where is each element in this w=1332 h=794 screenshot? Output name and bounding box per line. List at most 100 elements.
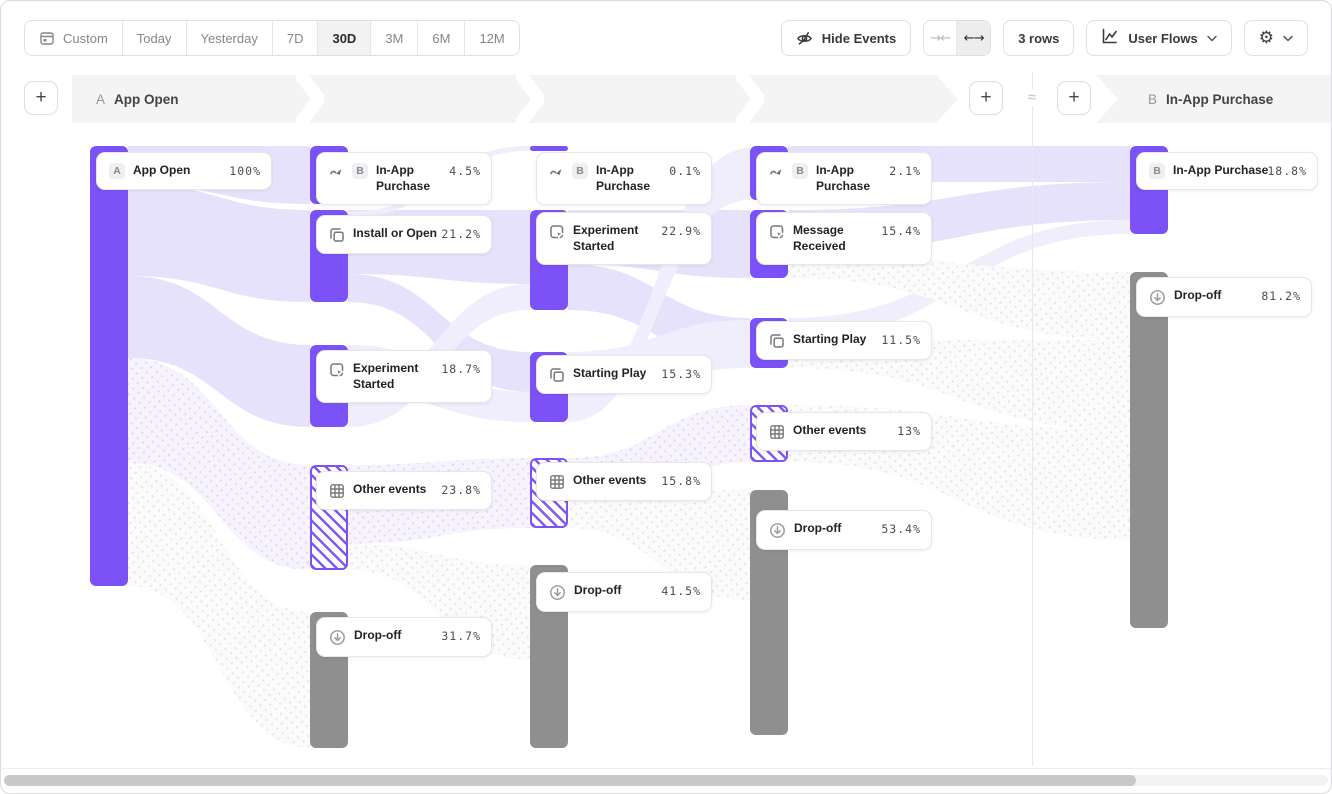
event-label: Experiment Started	[573, 223, 639, 253]
date-range-custom[interactable]: Custom	[25, 21, 123, 55]
date-range-yesterday[interactable]: Yesterday	[186, 21, 273, 55]
date-range-30d[interactable]: 30D	[318, 21, 372, 55]
event-value: 81.2%	[1261, 289, 1301, 303]
add-step-button-start[interactable]: +	[24, 81, 58, 115]
event-label: Starting Play	[793, 332, 867, 346]
calendar-icon	[39, 30, 55, 46]
flow-card-starting-play[interactable]: Starting Play 15.3%	[536, 355, 712, 394]
flow-card-in-app-purchase[interactable]: B In-App Purchase 4.5%	[316, 152, 492, 206]
start-event-label: App Open	[114, 91, 179, 107]
settings-button[interactable]: ⚙	[1243, 20, 1308, 56]
event-badge: A	[109, 163, 125, 179]
date-range-7d[interactable]: 7D	[272, 21, 319, 55]
add-step-button-end[interactable]: +	[1057, 81, 1091, 115]
date-range-6m[interactable]: 6M	[418, 21, 466, 55]
flow-card-in-app-purchase[interactable]: B In-App Purchase 0.1%	[536, 152, 712, 206]
date-range-selector: Custom Today Yesterday 7D 30D 3M 6M 12M	[24, 20, 520, 56]
column-width-toggle: →← ←→	[923, 20, 992, 56]
flow-card-drop-off[interactable]: Drop-off 53.4%	[756, 510, 932, 550]
wave-arrow-icon	[549, 164, 564, 179]
date-range-label: Custom	[63, 30, 108, 46]
event-label: Drop-off	[574, 583, 622, 597]
event-label: In-App Purchase	[816, 163, 871, 193]
event-value: 2.1%	[889, 164, 921, 178]
rows-button[interactable]: 3 rows	[1003, 20, 1075, 56]
hide-events-label: Hide Events	[821, 30, 897, 46]
hide-events-button[interactable]: Hide Events	[780, 20, 912, 56]
event-label: App Open	[133, 163, 191, 177]
event-label: Experiment Started	[353, 361, 419, 391]
add-step-button-middle[interactable]: +	[969, 81, 1003, 115]
rows-label: 3 rows	[1018, 30, 1060, 46]
wave-arrow-icon	[329, 164, 344, 179]
end-event-label: In-App Purchase	[1166, 91, 1274, 107]
flow-card-experiment-started[interactable]: Experiment Started 18.7%	[316, 350, 492, 404]
scrollbar-track[interactable]	[4, 775, 1328, 786]
date-range-label: 12M	[479, 30, 505, 46]
flow-bar-drop-off[interactable]	[1130, 272, 1168, 628]
scrollbar-thumb[interactable]	[4, 775, 1136, 786]
flow-bar-app-open[interactable]	[90, 146, 128, 586]
event-badge: B	[1149, 163, 1165, 179]
flow-card-message-received[interactable]: Message Received 15.4%	[756, 212, 932, 266]
dropoff-icon	[1149, 289, 1166, 306]
event-label: In-App Purchase	[376, 163, 431, 193]
toolbar-right: Hide Events →← ←→ 3 rows User Flows ⚙	[780, 20, 1308, 56]
flow-card-drop-off[interactable]: Drop-off 31.7%	[316, 617, 492, 657]
event-value: 23.8%	[441, 483, 481, 497]
flow-card-other-events[interactable]: Other events 15.8%	[536, 462, 712, 501]
experiment-icon	[769, 224, 785, 240]
flow-card-experiment-started[interactable]: Experiment Started 22.9%	[536, 212, 712, 266]
dropoff-icon	[329, 629, 346, 646]
event-value: 22.9%	[661, 224, 701, 238]
flow-card-drop-off[interactable]: Drop-off 81.2%	[1136, 277, 1312, 317]
chevron-separator-icon	[296, 75, 324, 123]
start-event-badge: A	[96, 91, 106, 107]
copy-icon	[549, 367, 565, 383]
flow-card-install-or-open[interactable]: Install or Open 21.2%	[316, 215, 492, 254]
flow-card-other-events[interactable]: Other events 23.8%	[316, 471, 492, 510]
date-range-label: 6M	[432, 30, 451, 46]
flow-card-drop-off[interactable]: Drop-off 41.5%	[536, 572, 712, 612]
flow-bar-in-app-purchase[interactable]	[530, 146, 568, 151]
date-range-3m[interactable]: 3M	[371, 21, 419, 55]
event-label: In-App Purchase	[596, 163, 651, 193]
view-selector-button[interactable]: User Flows	[1086, 20, 1232, 56]
date-range-12m[interactable]: 12M	[465, 21, 519, 55]
chevron-down-icon	[1283, 35, 1293, 42]
event-value: 18.7%	[441, 362, 481, 376]
approx-separator: ≈	[1021, 89, 1043, 106]
banner-start-text: A App Open	[72, 92, 179, 107]
date-range-label: 3M	[385, 30, 404, 46]
flow-card-in-app-purchase[interactable]: B In-App Purchase 2.1%	[756, 152, 932, 206]
wave-arrow-icon	[769, 164, 784, 179]
toolbar: Custom Today Yesterday 7D 30D 3M 6M 12M Hide Ev…	[24, 20, 1308, 56]
flow-card-other-events[interactable]: Other events 13%	[756, 412, 932, 451]
view-selector-label: User Flows	[1128, 30, 1198, 46]
banner-start-event[interactable]: A App Open	[72, 75, 958, 123]
grid-icon	[769, 424, 785, 440]
date-range-today[interactable]: Today	[122, 21, 187, 55]
panel-divider	[1032, 72, 1033, 766]
event-label: Install or Open	[353, 226, 438, 240]
collapse-columns-button[interactable]: →←	[924, 21, 958, 55]
flow-card-app-open[interactable]: A App Open 100%	[96, 152, 272, 191]
flow-card-in-app-purchase[interactable]: B In-App Purchase 18.8%	[1136, 152, 1318, 191]
event-value: 15.8%	[661, 474, 701, 488]
event-label: Other events	[353, 482, 427, 496]
expand-columns-button[interactable]: ←→	[957, 21, 991, 55]
date-range-label: Today	[136, 30, 172, 46]
event-label: In-App Purchase	[1173, 163, 1269, 177]
gear-icon: ⚙	[1258, 27, 1274, 48]
event-value: 21.2%	[441, 227, 481, 241]
chevron-down-icon	[1207, 35, 1217, 42]
chevron-separator-icon	[516, 75, 544, 123]
date-range-label: Yesterday	[200, 30, 258, 46]
event-label: Drop-off	[1174, 288, 1222, 302]
flow-card-starting-play[interactable]: Starting Play 11.5%	[756, 321, 932, 360]
event-label: Other events	[793, 423, 867, 437]
chart-icon	[1101, 28, 1119, 48]
end-event-badge: B	[1148, 91, 1158, 107]
banner-end-event[interactable]: B In-App Purchase	[1096, 75, 1332, 123]
